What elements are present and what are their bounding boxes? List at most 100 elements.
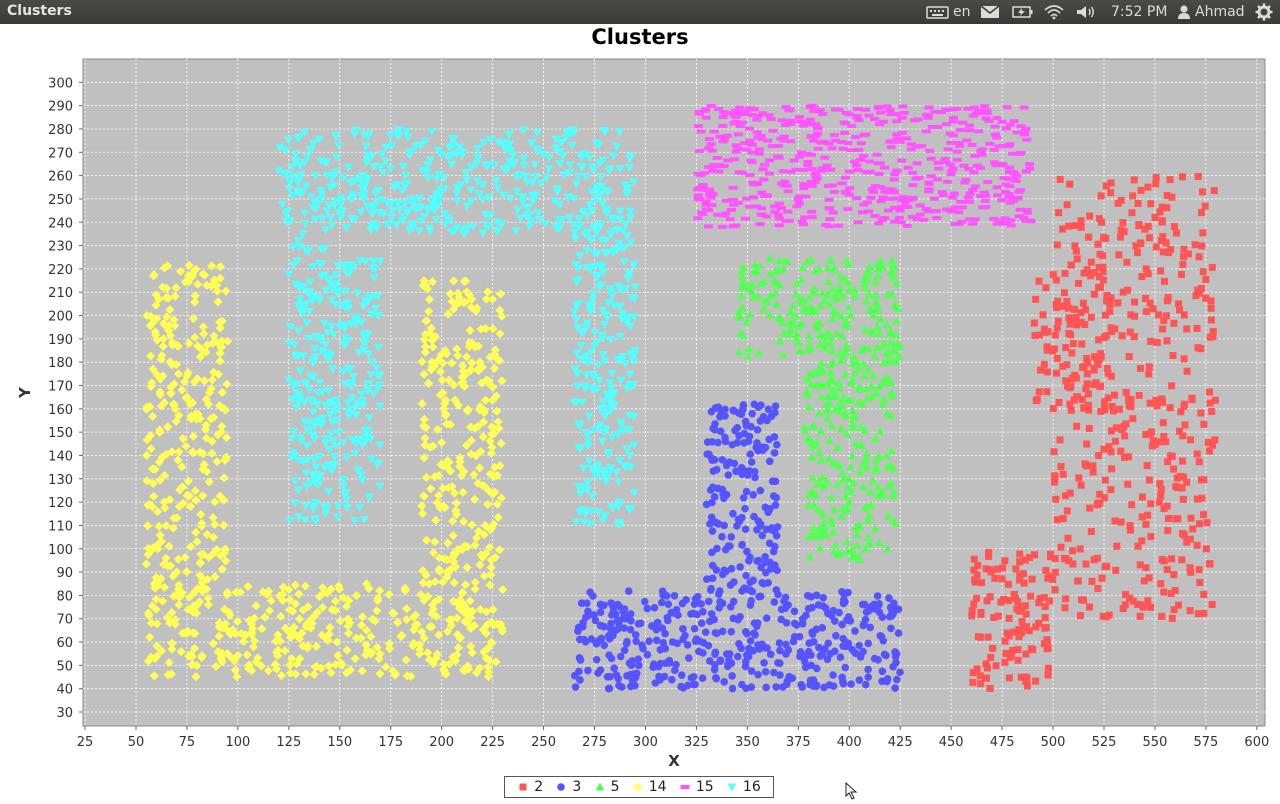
data-point <box>738 330 748 339</box>
data-point <box>354 348 364 357</box>
data-point <box>867 187 877 192</box>
data-point <box>338 368 348 377</box>
data-point <box>173 554 183 564</box>
data-point <box>199 329 209 339</box>
data-point <box>964 123 974 128</box>
data-point <box>867 476 877 485</box>
data-point <box>474 526 484 536</box>
data-point <box>1017 673 1025 681</box>
data-point <box>295 367 305 376</box>
data-point <box>1071 242 1079 250</box>
data-point <box>622 319 632 328</box>
mail-indicator[interactable] <box>980 0 1000 24</box>
data-point <box>997 119 1007 124</box>
data-point <box>711 661 719 669</box>
data-point <box>426 365 436 375</box>
data-point <box>844 473 854 482</box>
data-point <box>595 421 605 430</box>
data-point <box>1194 344 1202 352</box>
data-point <box>381 144 391 153</box>
data-point <box>855 467 865 476</box>
data-point <box>625 155 635 164</box>
data-point <box>983 597 991 605</box>
data-point <box>281 210 291 219</box>
data-point <box>865 305 875 314</box>
data-point <box>458 366 468 376</box>
data-point <box>677 671 686 680</box>
chart-title: Clusters <box>591 25 688 49</box>
data-point <box>629 178 639 187</box>
data-point <box>867 392 877 401</box>
data-point <box>803 159 813 164</box>
data-point <box>488 395 498 405</box>
data-point <box>191 495 201 505</box>
data-point <box>1158 612 1166 620</box>
data-point <box>605 379 615 388</box>
data-point <box>1095 263 1103 271</box>
clock[interactable]: 7:52 PM <box>1111 0 1167 24</box>
data-point <box>411 142 421 151</box>
data-point <box>173 455 183 465</box>
data-point <box>781 122 791 127</box>
volume-indicator[interactable] <box>1075 0 1097 24</box>
mail-icon <box>980 5 1000 18</box>
data-point <box>541 173 551 182</box>
data-point <box>828 313 838 322</box>
data-point <box>571 518 581 527</box>
data-point <box>303 640 313 650</box>
battery-indicator[interactable] <box>1012 0 1034 24</box>
data-point <box>1101 398 1109 406</box>
data-point <box>578 464 588 473</box>
data-point <box>615 165 625 174</box>
data-point <box>1014 189 1024 194</box>
data-point <box>324 387 334 396</box>
data-point <box>411 610 421 620</box>
data-point <box>490 487 500 497</box>
data-point <box>1166 404 1174 412</box>
system-menu[interactable] <box>1255 0 1273 24</box>
data-point <box>222 590 232 600</box>
data-point <box>643 604 652 613</box>
x-tick-label: 50 <box>128 735 145 750</box>
data-point <box>461 580 471 590</box>
data-point <box>1168 555 1176 563</box>
data-point <box>574 443 584 452</box>
data-point <box>1186 535 1194 543</box>
data-point <box>760 659 768 667</box>
data-point <box>301 246 311 255</box>
data-point <box>744 344 754 353</box>
data-point <box>443 538 453 548</box>
data-point <box>615 333 625 342</box>
data-point <box>795 115 805 120</box>
data-point <box>969 105 979 110</box>
data-point <box>867 501 877 510</box>
data-point <box>975 165 985 170</box>
data-point <box>887 446 897 455</box>
data-point <box>1099 263 1107 271</box>
data-point <box>565 161 575 170</box>
data-point <box>890 205 900 210</box>
data-point <box>892 339 902 348</box>
data-point <box>1091 269 1099 277</box>
data-point <box>1094 240 1102 248</box>
keyboard-indicator[interactable]: en <box>926 0 971 24</box>
data-point <box>1163 337 1171 345</box>
data-point <box>847 123 857 128</box>
data-point <box>847 680 855 688</box>
data-point <box>1211 436 1219 444</box>
data-point <box>455 143 465 152</box>
data-point <box>1160 588 1168 596</box>
data-point <box>954 221 964 226</box>
data-point <box>604 632 613 640</box>
data-point <box>592 385 602 394</box>
data-point <box>1077 223 1085 231</box>
data-point <box>444 659 454 669</box>
data-point <box>970 153 980 158</box>
user-menu[interactable]: Ahmad <box>1177 0 1245 24</box>
wifi-indicator[interactable] <box>1043 0 1065 24</box>
data-point <box>889 662 897 671</box>
data-point <box>438 483 448 493</box>
data-point <box>152 641 162 651</box>
data-point <box>460 616 470 626</box>
data-point <box>727 783 737 792</box>
